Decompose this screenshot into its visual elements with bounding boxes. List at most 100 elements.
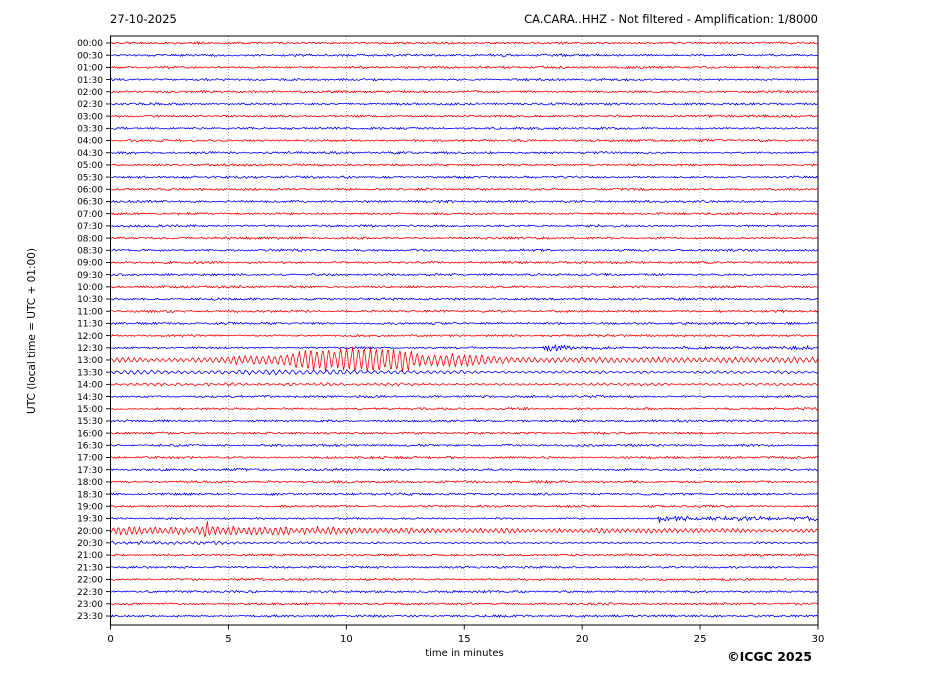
- y-tick-label: 16:30: [77, 442, 103, 452]
- y-tick-label: 19:30: [77, 515, 103, 525]
- trace-row-08:00: [110, 236, 818, 240]
- trace-row-05:00: [110, 163, 818, 167]
- trace-row-05:30: [110, 175, 818, 179]
- y-tick-label: 02:00: [77, 88, 103, 98]
- trace-row-22:00: [110, 577, 818, 582]
- trace-row-14:00: [110, 382, 818, 387]
- y-tick-label: 06:30: [77, 198, 103, 208]
- y-axis: 00:00 00:30 01:00 01:30 02:00 02:30 03:00 03:30…: [77, 39, 111, 622]
- trace-row-17:00: [110, 455, 818, 460]
- trace-row-23:30: [110, 614, 818, 618]
- y-tick-label: 08:30: [77, 246, 103, 256]
- x-tick-label: 25: [694, 634, 707, 645]
- trace-row-03:00: [110, 114, 818, 118]
- x-tick-label: 0: [107, 634, 113, 645]
- y-tick-label: 23:00: [77, 600, 103, 610]
- y-tick-label: 01:30: [77, 76, 103, 86]
- trace-row-06:00: [110, 187, 818, 192]
- y-tick-label: 09:30: [77, 271, 103, 281]
- y-tick-label: 21:30: [77, 563, 103, 573]
- y-tick-label: 00:30: [77, 51, 103, 61]
- trace-row-01:30: [110, 77, 818, 82]
- y-tick-label: 01:00: [77, 64, 103, 74]
- trace-row-01:00: [110, 65, 818, 70]
- trace-row-21:30: [110, 565, 818, 569]
- y-tick-label: 13:00: [77, 356, 103, 366]
- trace-row-19:30: [110, 515, 818, 524]
- y-tick-label: 17:00: [77, 454, 103, 464]
- y-tick-label: 12:00: [77, 332, 103, 342]
- x-tick-label: 20: [576, 634, 589, 645]
- x-tick-label: 30: [812, 634, 825, 645]
- trace-group: [110, 41, 818, 618]
- y-tick-label: 03:00: [77, 112, 103, 122]
- grid-lines: [228, 36, 701, 625]
- trace-row-03:30: [110, 126, 818, 131]
- y-tick-label: 20:30: [77, 539, 103, 549]
- trace-row-16:00: [110, 431, 818, 435]
- y-tick-label: 03:30: [77, 125, 103, 135]
- trace-row-09:00: [110, 260, 818, 265]
- x-axis-label: time in minutes: [425, 648, 504, 659]
- trace-row-15:00: [110, 406, 818, 411]
- y-tick-label: 21:00: [77, 551, 103, 561]
- y-tick-label: 04:00: [77, 137, 103, 147]
- y-tick-label: 04:30: [77, 149, 103, 159]
- trace-row-00:00: [110, 41, 818, 45]
- trace-row-18:00: [110, 480, 818, 484]
- y-tick-label: 14:30: [77, 393, 103, 403]
- trace-row-13:00: [110, 346, 818, 373]
- trace-row-21:00: [110, 553, 818, 557]
- y-tick-label: 06:00: [77, 185, 103, 195]
- y-tick-label: 05:00: [77, 161, 103, 171]
- trace-row-00:30: [110, 53, 818, 57]
- y-tick-label: 02:30: [77, 100, 103, 110]
- y-tick-label: 00:00: [77, 39, 103, 49]
- trace-row-04:00: [110, 138, 818, 143]
- x-tick-label: 10: [340, 634, 353, 645]
- trace-row-11:30: [110, 321, 818, 326]
- trace-row-20:30: [110, 540, 818, 545]
- trace-row-15:30: [110, 419, 818, 423]
- trace-row-11:00: [110, 309, 818, 314]
- trace-row-12:30: [110, 344, 818, 352]
- x-tick-label: 15: [458, 634, 471, 645]
- trace-row-22:30: [110, 589, 818, 594]
- y-tick-label: 07:00: [77, 210, 103, 220]
- y-tick-label: 17:30: [77, 466, 103, 476]
- y-tick-label: 18:00: [77, 478, 103, 488]
- y-tick-label: 10:30: [77, 295, 103, 305]
- date-title: 27-10-2025: [110, 12, 177, 26]
- y-tick-label: 20:00: [77, 527, 103, 537]
- trace-row-18:30: [110, 492, 818, 496]
- station-title: CA.CARA..HHZ - Not filtered - Amplificat…: [524, 12, 818, 26]
- trace-row-16:30: [110, 443, 818, 447]
- trace-row-06:30: [110, 199, 818, 204]
- trace-row-02:00: [110, 90, 818, 94]
- y-tick-label: 09:00: [77, 259, 103, 269]
- trace-row-09:30: [110, 272, 818, 277]
- trace-row-07:30: [110, 224, 818, 228]
- y-tick-label: 13:30: [77, 368, 103, 378]
- trace-row-07:00: [110, 212, 818, 216]
- y-tick-label: 11:00: [77, 307, 103, 317]
- trace-row-04:30: [110, 150, 818, 155]
- trace-row-10:30: [110, 297, 818, 301]
- trace-row-13:30: [110, 369, 818, 376]
- trace-row-23:00: [110, 602, 818, 606]
- y-tick-label: 16:00: [77, 429, 103, 439]
- x-axis: 0 5 10 15 20 25 30: [107, 625, 824, 645]
- y-tick-label: 19:00: [77, 502, 103, 512]
- y-tick-label: 11:30: [77, 320, 103, 330]
- y-tick-label: 22:00: [77, 576, 103, 586]
- y-tick-label: 12:30: [77, 344, 103, 354]
- trace-row-10:00: [110, 285, 818, 289]
- x-tick-label: 5: [225, 634, 231, 645]
- y-tick-label: 15:00: [77, 405, 103, 415]
- y-tick-label: 18:30: [77, 490, 103, 500]
- trace-row-19:00: [110, 504, 818, 508]
- y-tick-label: 07:30: [77, 222, 103, 232]
- y-tick-label: 15:30: [77, 417, 103, 427]
